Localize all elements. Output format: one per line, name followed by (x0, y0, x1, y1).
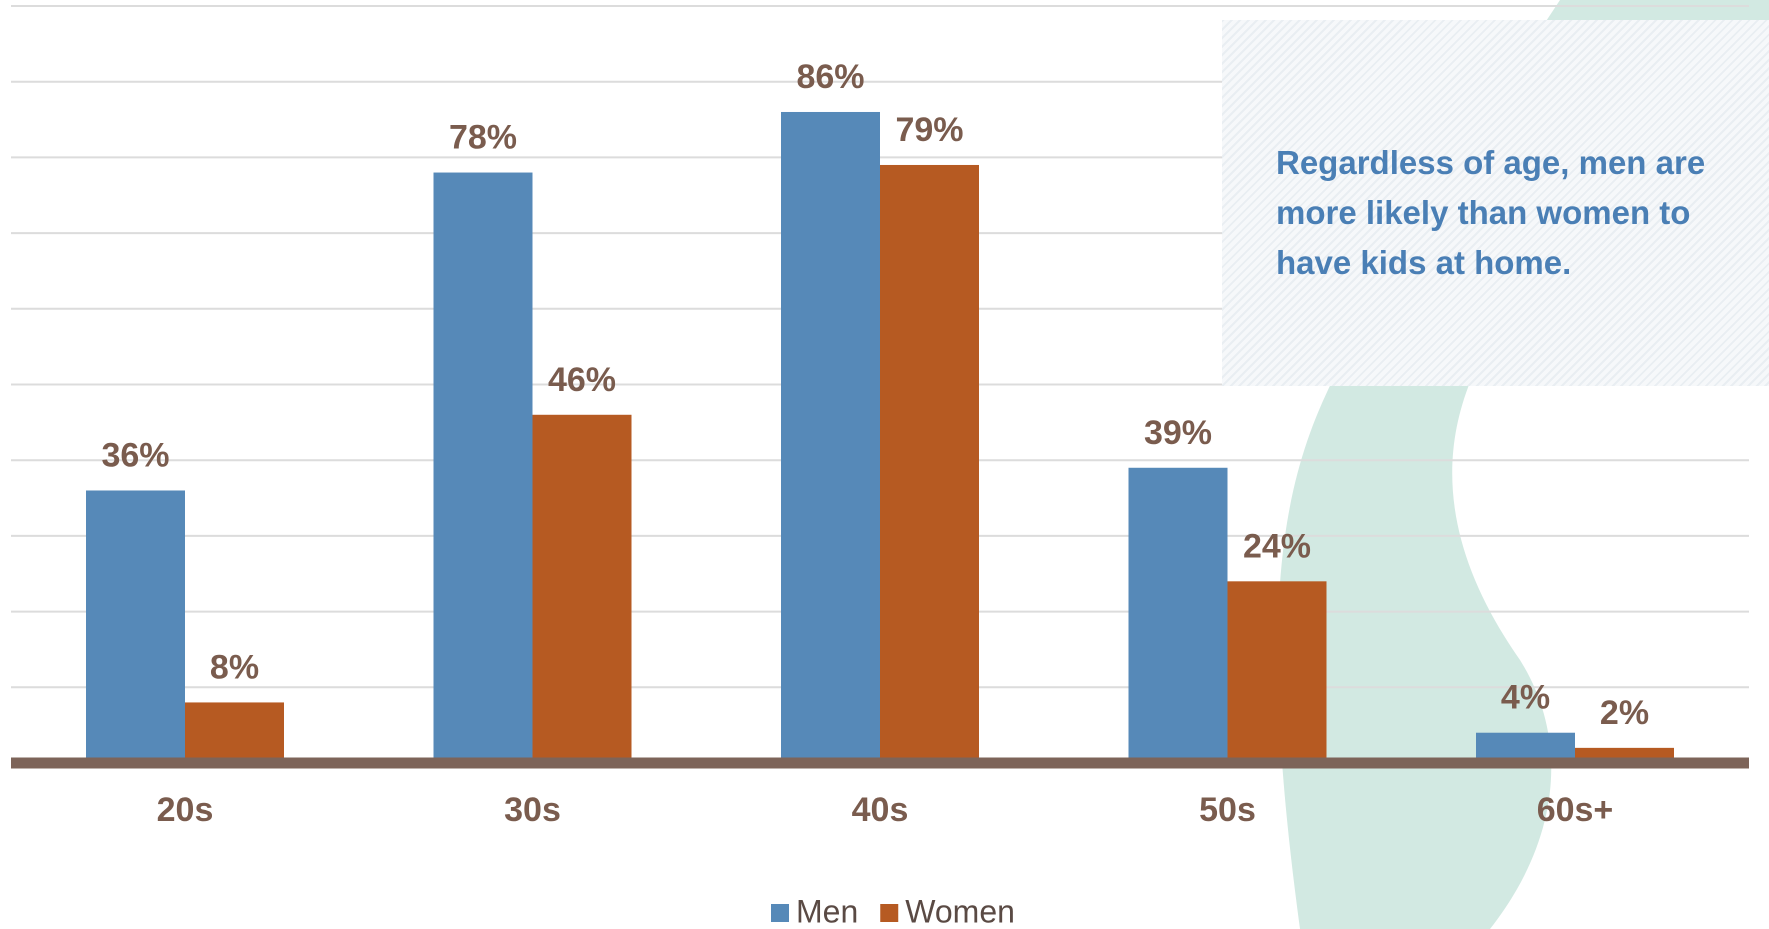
bar (1128, 467, 1228, 763)
bar (781, 111, 880, 764)
bar (185, 702, 284, 763)
data-label: 78% (449, 119, 517, 157)
bar (86, 490, 185, 763)
data-label: 24% (1243, 527, 1311, 565)
data-label: 79% (895, 111, 963, 149)
data-label: 36% (101, 436, 169, 474)
data-label: 8% (210, 648, 259, 686)
legend-swatch (771, 904, 789, 922)
legend-label: Women (905, 893, 1015, 929)
bar (1227, 581, 1327, 763)
x-tick-label: 40s (852, 791, 909, 829)
bar (532, 414, 632, 763)
bar (880, 164, 979, 764)
data-label: 46% (548, 361, 616, 399)
data-label: 39% (1144, 414, 1212, 452)
annotation: Regardless of age, men are more likely t… (1222, 20, 1769, 386)
background-shape (1452, 360, 1769, 929)
data-label: 2% (1600, 694, 1649, 732)
x-tick-label: 60s+ (1537, 791, 1614, 829)
x-tick-label: 50s (1199, 791, 1256, 829)
data-label: 86% (796, 58, 864, 96)
data-label: 4% (1501, 679, 1550, 717)
x-tick-label: 30s (504, 791, 561, 829)
legend-swatch (880, 904, 899, 922)
x-tick-label: 20s (157, 791, 214, 829)
legend-label: Men (796, 893, 858, 929)
bar (433, 172, 533, 764)
